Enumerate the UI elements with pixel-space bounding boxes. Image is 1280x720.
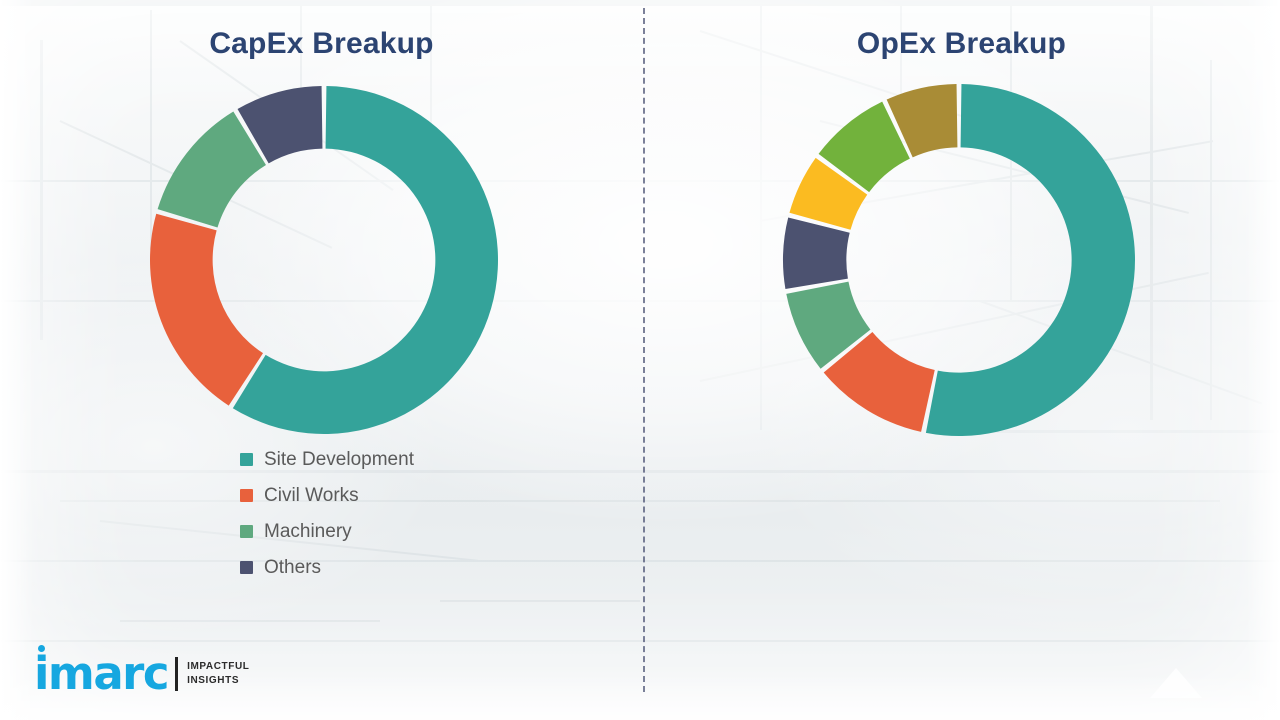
imarc-wordmark-text: imarc bbox=[34, 646, 170, 700]
capex-panel: CapEx Breakup Site Development Civil Work… bbox=[148, 27, 500, 592]
opex-panel: OpEx Breakup Raw MaterialsSalaries and W… bbox=[643, 0, 1280, 720]
logo-divider-bar bbox=[175, 656, 179, 691]
legend-swatch-icon bbox=[240, 489, 253, 503]
tagline-line-1: IMPACTFUL bbox=[187, 661, 250, 673]
legend-item-label: Others bbox=[264, 556, 322, 578]
capex-donut-chart bbox=[148, 84, 500, 436]
donut-slice[interactable] bbox=[237, 86, 322, 164]
logo-dot-icon bbox=[38, 644, 45, 652]
capex-donut-svg bbox=[149, 86, 498, 434]
legend-item-label: Site Development bbox=[264, 449, 414, 470]
donut-slice[interactable] bbox=[157, 111, 266, 228]
panel-divider bbox=[643, 8, 645, 692]
opex-donut-svg bbox=[782, 84, 1135, 437]
legend-item[interactable]: Site Development bbox=[240, 449, 414, 471]
capex-legend: Site Development Civil Works Machinery Othe… bbox=[240, 449, 414, 592]
legend-item[interactable]: Machinery bbox=[240, 521, 414, 543]
opex-chart-title: OpEx Breakup bbox=[856, 27, 1067, 60]
background-bottom-fade bbox=[0, 674, 1280, 720]
capex-chart-title: CapEx Breakup bbox=[209, 27, 434, 60]
legend-swatch-icon bbox=[240, 525, 253, 539]
legend-item-label: Civil Works bbox=[264, 484, 359, 506]
decorative-arrow bbox=[1150, 668, 1202, 698]
opex-donut-chart bbox=[781, 82, 1137, 438]
imarc-logo: imarc IMPACTFUL INSIGHTS bbox=[34, 644, 250, 696]
donut-slice[interactable] bbox=[782, 217, 850, 290]
donut-slice[interactable] bbox=[925, 84, 1135, 437]
imarc-tagline: IMPACTFUL INSIGHTS bbox=[187, 660, 249, 687]
background-left-fade bbox=[0, 0, 34, 720]
donut-slice[interactable] bbox=[823, 332, 935, 432]
imarc-wordmark: imarc bbox=[34, 644, 170, 696]
legend-swatch-icon bbox=[240, 453, 253, 467]
donut-slice[interactable] bbox=[785, 281, 870, 369]
donut-slice[interactable] bbox=[886, 84, 957, 158]
tagline-line-2: INSIGHTS bbox=[187, 674, 240, 686]
donut-slice[interactable] bbox=[232, 86, 498, 434]
legend-item[interactable]: Civil Works bbox=[240, 485, 414, 507]
legend-item-label: Machinery bbox=[264, 520, 352, 542]
donut-slice[interactable] bbox=[818, 101, 910, 193]
donut-slice[interactable] bbox=[149, 213, 263, 406]
legend-item[interactable]: Others bbox=[240, 557, 414, 579]
donut-slice[interactable] bbox=[788, 157, 867, 230]
legend-swatch-icon bbox=[240, 560, 253, 574]
